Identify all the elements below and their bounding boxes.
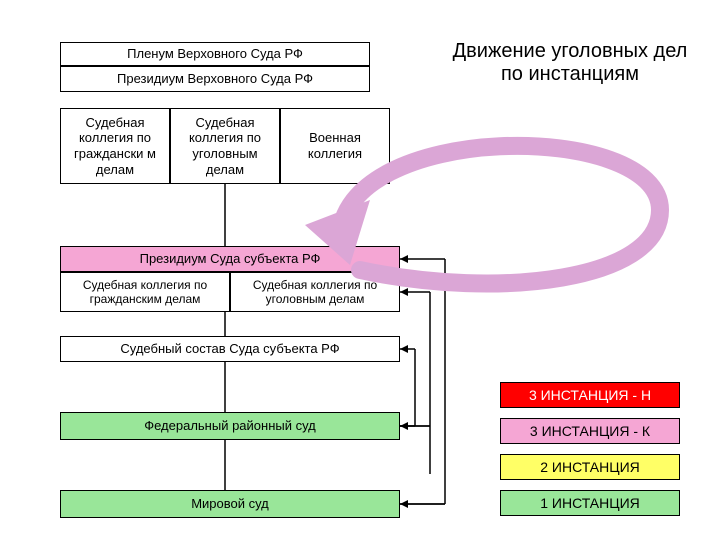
subject-collegia-row: Судебная коллегия по гражданским делам С… (60, 272, 400, 312)
diagram-title: Движение уголовных дел по инстанциям (440, 40, 700, 86)
instance-box-3: 1 ИНСТАНЦИЯ (500, 490, 680, 516)
federal-court-box: Федеральный районный суд (60, 412, 400, 440)
subject-collegium-civil: Судебная коллегия по гражданским делам (60, 272, 230, 312)
collegium-criminal: Судебная коллегия по уголовным делам (170, 108, 280, 184)
collegium-civil: Судебная коллегия по граждански м делам (60, 108, 170, 184)
subject-collegium-criminal: Судебная коллегия по уголовным делам (230, 272, 400, 312)
subject-composition-box: Судебный состав Суда субъекта РФ (60, 336, 400, 362)
collegium-military: Военная коллегия (280, 108, 390, 184)
instance-box-1: 3 ИНСТАНЦИЯ - К (500, 418, 680, 444)
magistrate-court-box: Мировой суд (60, 490, 400, 518)
instance-box-0: 3 ИНСТАНЦИЯ - Н (500, 382, 680, 408)
subject-presidium-box: Президиум Суда субъекта РФ (60, 246, 400, 272)
instance-box-2: 2 ИНСТАНЦИЯ (500, 454, 680, 480)
collegia-row: Судебная коллегия по граждански м делам … (60, 108, 390, 184)
plenum-box: Пленум Верховного Суда РФ (60, 42, 370, 66)
presidium-supreme-box: Президиум Верховного Суда РФ (60, 66, 370, 92)
